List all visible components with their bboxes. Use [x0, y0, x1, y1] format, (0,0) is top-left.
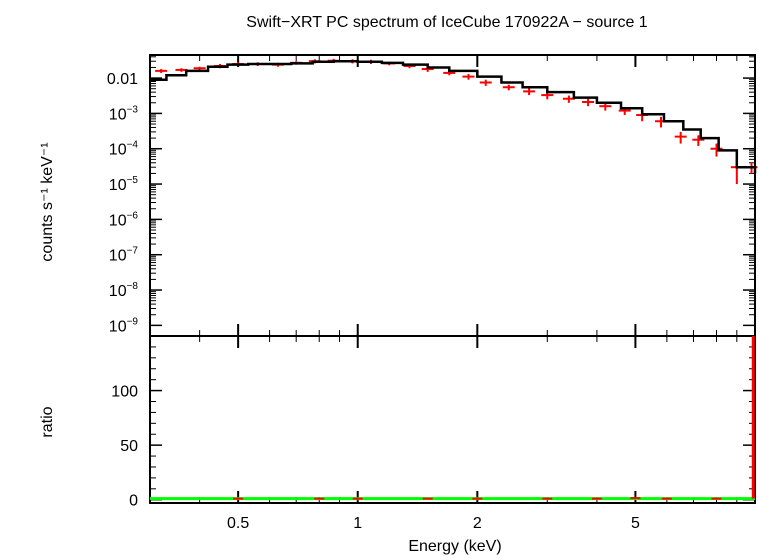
data-point: [710, 143, 723, 157]
spectrum-panel: 0.01 10−3 10−4 10−5 10−6 10−7 10−8 10−9: [107, 54, 758, 503]
data-point: [692, 135, 705, 146]
y-tick-label: 10−9: [109, 316, 139, 335]
x-tick-label: 0.5: [227, 515, 249, 532]
data-point: [479, 79, 492, 86]
data-point: [462, 74, 475, 80]
data-point: [582, 98, 595, 107]
y-tick-label: 0.01: [107, 71, 138, 88]
data-point: [674, 131, 687, 144]
x-tick-label: 5: [631, 515, 640, 532]
data-point: [502, 84, 515, 91]
y-tick-label: 10−7: [109, 246, 139, 265]
y-tick-label: 10−4: [109, 140, 139, 159]
top-y-axis-label: counts s⁻¹ keV⁻¹: [39, 142, 56, 261]
y-tick-label: 100: [111, 384, 138, 401]
y-tick-label: 10−6: [109, 210, 139, 229]
data-point: [523, 88, 536, 96]
y-tick-label: 10−8: [109, 281, 139, 300]
bottom-plot-frame: [149, 335, 756, 504]
chart-title: Swift−XRT PC spectrum of IceCube 170922A…: [246, 14, 648, 31]
model-line: [150, 59, 757, 174]
top-plot-frame: [149, 54, 756, 337]
y-tick-label: 10−3: [109, 104, 139, 123]
data-point: [599, 102, 612, 111]
data-point: [193, 66, 206, 70]
y-tick-label: 10−5: [109, 175, 139, 194]
x-axis-label: Energy (keV): [408, 538, 501, 555]
data-point: [155, 69, 168, 73]
y-tick-label: 0: [129, 493, 138, 510]
x-tick-label: 1: [353, 515, 362, 532]
bottom-y-axis-label: ratio: [39, 406, 56, 437]
y-tick-label: 50: [120, 438, 138, 455]
x-tick-label: 2: [473, 515, 482, 532]
